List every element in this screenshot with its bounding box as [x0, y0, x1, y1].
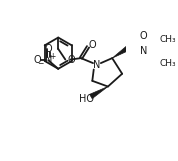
- Text: −: −: [37, 59, 44, 68]
- Text: O: O: [89, 40, 96, 50]
- Text: N: N: [140, 46, 147, 56]
- Text: O: O: [33, 55, 41, 65]
- Polygon shape: [90, 86, 108, 99]
- Text: N: N: [45, 55, 52, 65]
- Text: HO: HO: [79, 94, 94, 104]
- Text: O: O: [67, 55, 75, 65]
- Text: O: O: [139, 31, 147, 41]
- Text: CH₃: CH₃: [159, 35, 176, 44]
- Text: N: N: [93, 60, 100, 70]
- Text: +: +: [49, 52, 56, 61]
- Text: CH₃: CH₃: [159, 59, 176, 68]
- Text: O: O: [44, 44, 52, 54]
- Polygon shape: [112, 46, 129, 58]
